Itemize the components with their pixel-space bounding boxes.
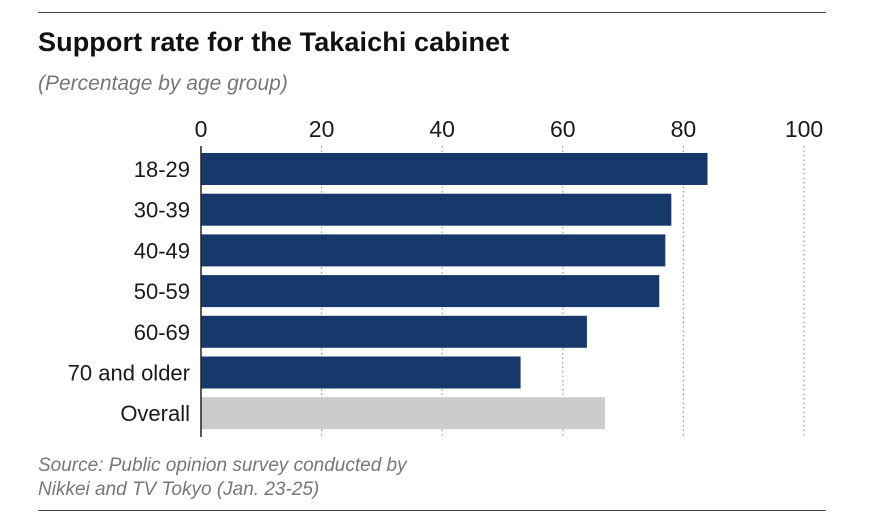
category-label-50-59: 50-59 — [134, 279, 190, 304]
chart-subtitle: (Percentage by age group) — [38, 72, 288, 95]
x-tick-label-80: 80 — [671, 116, 697, 142]
source-line-2: Nikkei and TV Tokyo (Jan. 23-25) — [38, 479, 320, 500]
category-label-60-69: 60-69 — [134, 320, 190, 345]
bar-60-69 — [201, 315, 587, 348]
bar-30-39 — [201, 193, 672, 226]
category-label-18-29: 18-29 — [134, 157, 190, 182]
x-tick-label-0: 0 — [195, 116, 208, 142]
category-label-70-and-older: 70 and older — [68, 361, 190, 386]
bar-overall — [201, 397, 606, 430]
bar-50-59 — [201, 275, 660, 308]
top-rule — [38, 12, 826, 13]
bottom-rule — [38, 510, 826, 511]
bar-18-29 — [201, 153, 708, 185]
x-tick-label-60: 60 — [550, 116, 576, 142]
bar-70-and-older — [201, 356, 521, 389]
chart-title: Support rate for the Takaichi cabinet — [38, 27, 510, 57]
x-tick-label-20: 20 — [309, 116, 335, 142]
category-label-overall: Overall — [120, 401, 190, 426]
category-label-30-39: 30-39 — [134, 198, 190, 223]
x-tick-label-100: 100 — [785, 116, 823, 142]
source-note: Source: Public opinion survey conducted … — [38, 454, 407, 502]
x-tick-label-40: 40 — [429, 116, 455, 142]
category-label-40-49: 40-49 — [134, 238, 190, 263]
bar-40-49 — [201, 234, 666, 267]
source-line-1: Source: Public opinion survey conducted … — [38, 455, 407, 476]
